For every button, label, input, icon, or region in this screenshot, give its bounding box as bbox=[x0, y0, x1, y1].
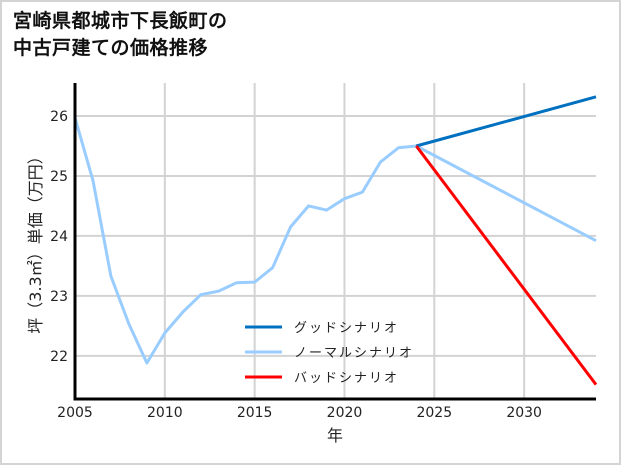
x-tick-label: 2010 bbox=[147, 405, 183, 421]
legend-label: ノーマルシナリオ bbox=[294, 346, 414, 361]
title-line-1: 宮崎県都城市下長飯町の bbox=[13, 10, 228, 32]
x-tick-label: 2020 bbox=[327, 405, 363, 421]
legend-label: グッドシナリオ bbox=[294, 321, 399, 336]
axes bbox=[73, 83, 596, 401]
series-line bbox=[415, 145, 598, 386]
y-tick-label: 26 bbox=[50, 109, 68, 125]
chart-title: 宮崎県都城市下長飯町の 中古戸建ての価格推移 bbox=[13, 8, 228, 62]
data-series bbox=[73, 95, 598, 386]
legend-label: バッドシナリオ bbox=[294, 371, 399, 386]
y-tick-label: 24 bbox=[50, 229, 68, 245]
y-tick-label: 23 bbox=[50, 289, 68, 305]
y-tick-label: 25 bbox=[50, 169, 68, 185]
grid-lines bbox=[74, 83, 596, 399]
tick-labels: 2005 2010 2015 2020 2025 2030 22 23 24 25 26 bbox=[50, 109, 542, 421]
x-tick-label: 2005 bbox=[57, 405, 93, 421]
x-tick-label: 2015 bbox=[237, 405, 273, 421]
x-tick-label: 2030 bbox=[506, 405, 542, 421]
series-line bbox=[415, 95, 597, 148]
series-line bbox=[73, 117, 597, 365]
x-axis-label: 年 bbox=[327, 426, 343, 445]
x-tick-label: 2025 bbox=[416, 405, 452, 421]
title-line-2: 中古戸建ての価格推移 bbox=[13, 37, 209, 59]
y-tick-label: 22 bbox=[50, 349, 68, 365]
y-axis-label: 坪（3.3㎡）単価（万円） bbox=[26, 148, 45, 333]
